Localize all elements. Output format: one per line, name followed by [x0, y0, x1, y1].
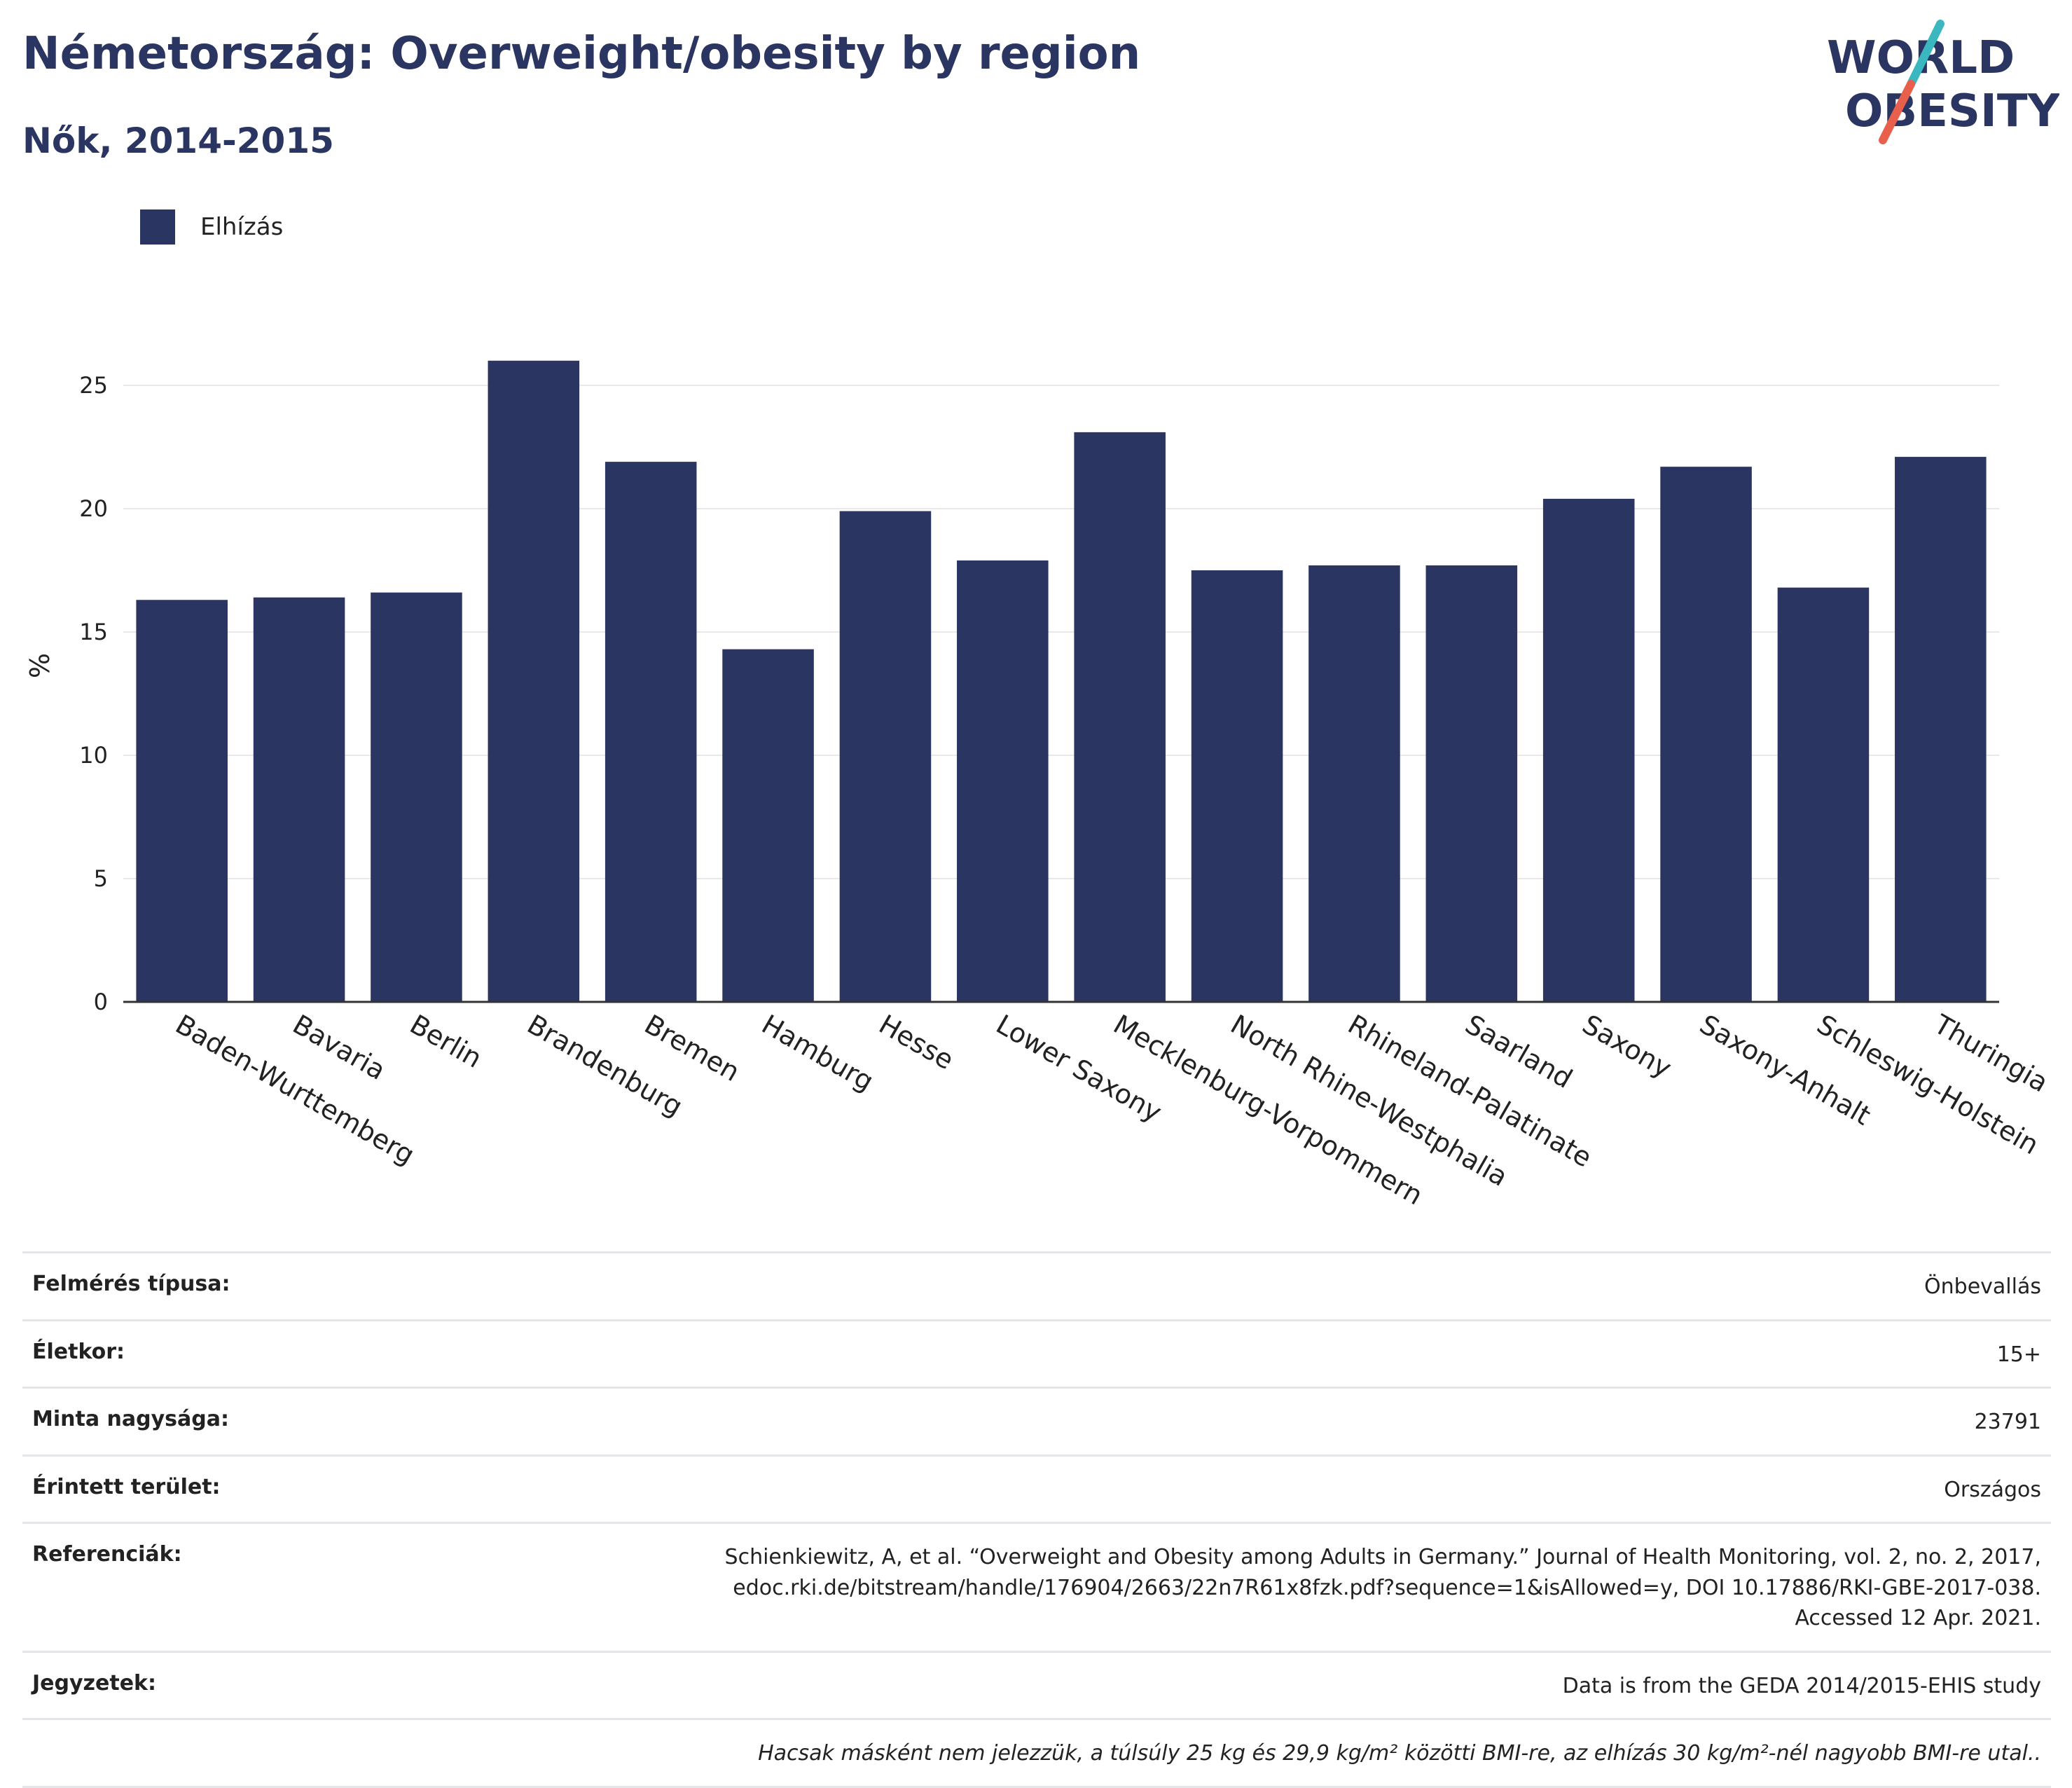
x-tick-label-bremen: Bremen [640, 1009, 745, 1087]
info-table: Felmérés típusa: Önbevallás Életkor: 15+… [22, 1251, 2051, 1788]
legend: Elhízás [140, 209, 283, 245]
info-label-area: Érintett terület: [32, 1474, 221, 1499]
x-tick-label-hesse: Hesse [873, 1009, 959, 1076]
bar-thuringia [1895, 457, 1987, 1002]
y-tick-label-20: 20 [79, 495, 108, 522]
legend-label-elhizas: Elhízás [200, 213, 284, 241]
bar-saxony [1542, 498, 1635, 1002]
info-row-notes: Jegyzetek: Data is from the GEDA 2014/20… [22, 1653, 2051, 1720]
bar-rhineland-palatinate [1308, 565, 1400, 1002]
info-label-references: Referenciák: [32, 1542, 182, 1567]
bar-saxony-anhalt [1660, 467, 1752, 1002]
chart-subtitle: Nők, 2014-2015 [22, 121, 334, 161]
logo-slash-bottom [1879, 80, 1915, 144]
bar-mecklenburg-vorpommern [1074, 432, 1166, 1002]
info-value-survey-type: Önbevallás [1924, 1274, 2041, 1299]
info-label-sample-size: Minta nagysága: [32, 1407, 229, 1431]
info-row-footnote: Hacsak másként nem jelezzük, a túlsúly 2… [22, 1720, 2051, 1788]
info-label-survey-type: Felmérés típusa: [32, 1272, 230, 1296]
bar-lower-saxony [957, 560, 1049, 1002]
y-tick-label-5: 5 [94, 865, 108, 892]
info-row-age: Életkor: 15+ [22, 1321, 2051, 1389]
info-row-area: Érintett terület: Országos [22, 1457, 2051, 1524]
info-value-sample-size: 23791 [1974, 1410, 2041, 1434]
bar-north-rhine-westphalia [1191, 570, 1283, 1002]
x-tick-label-saxony: Saxony [1577, 1009, 1677, 1084]
info-label-age: Életkor: [32, 1339, 125, 1364]
x-tick-label-schleswig-holstein: Schleswig-Holstein [1811, 1009, 2044, 1161]
bar-saarland [1425, 565, 1518, 1002]
y-tick-label-15: 15 [79, 619, 108, 645]
info-value-area: Országos [1944, 1477, 2041, 1502]
y-tick-label-25: 25 [79, 372, 108, 399]
world-obesity-logo: WORLD OBESITY [1827, 20, 2059, 144]
y-tick-label-0: 0 [94, 989, 108, 1015]
info-row-sample-size: Minta nagysága: 23791 [22, 1389, 2051, 1457]
bar-schleswig-holstein [1777, 587, 1870, 1002]
bar-hamburg [722, 649, 814, 1002]
bar-bremen [605, 462, 697, 1002]
y-axis-title: % [25, 653, 55, 678]
bar-brandenburg [488, 360, 580, 1002]
logo-text-obesity: OBESITY [1845, 85, 2059, 137]
bar-hesse [839, 511, 932, 1002]
info-row-references: Referenciák: Schienkiewitz, A, et al. “O… [22, 1524, 2051, 1653]
bar-baden-wurttemberg [136, 600, 228, 1002]
x-tick-label-bavaria: Bavaria [288, 1009, 391, 1086]
legend-swatch-elhizas [140, 209, 175, 245]
bar-bavaria [253, 597, 345, 1002]
bar-berlin [371, 592, 462, 1002]
info-row-survey-type: Felmérés típusa: Önbevallás [22, 1253, 2051, 1321]
info-label-notes: Jegyzetek: [32, 1670, 156, 1696]
info-value-age: 15+ [1996, 1342, 2041, 1367]
info-value-references: Schienkiewitz, A, et al. “Overweight and… [724, 1545, 2041, 1630]
info-value-notes: Data is from the GEDA 2014/2015-EHIS stu… [1562, 1673, 2041, 1698]
y-tick-label-10: 10 [79, 742, 108, 769]
logo-slash-top [1907, 20, 1945, 88]
chart-title: Németország: Overweight/obesity by regio… [22, 28, 1141, 80]
x-tick-label-hamburg: Hamburg [757, 1009, 879, 1097]
x-tick-label-berlin: Berlin [405, 1009, 488, 1074]
